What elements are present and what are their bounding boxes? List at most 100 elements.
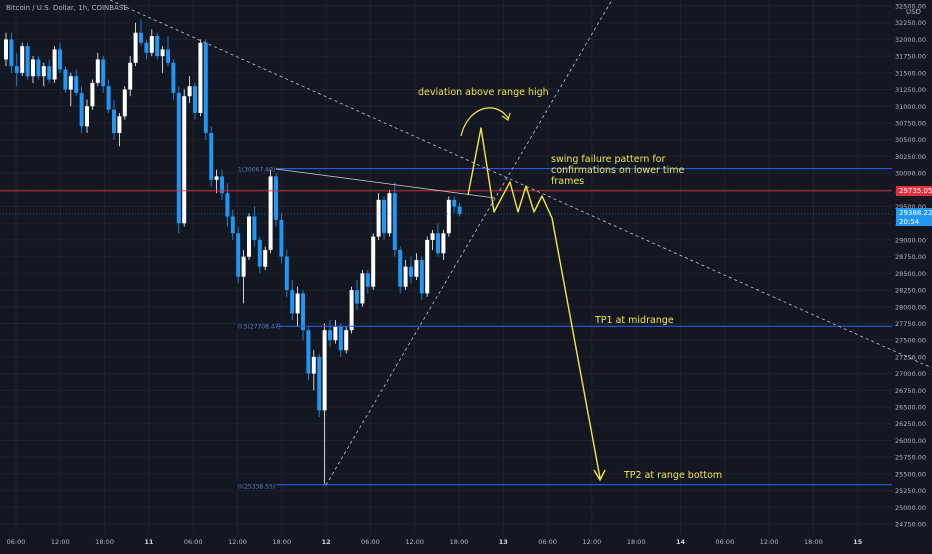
candle-body [187, 86, 192, 97]
candle [333, 320, 338, 344]
price-tick-label: 26750.00 [895, 387, 926, 395]
candle [274, 173, 278, 227]
candle [106, 79, 111, 113]
annotations: deviation above range high swing failure … [418, 87, 722, 482]
price-tick-label: 28500.00 [895, 270, 926, 278]
candle-body [365, 273, 370, 287]
candle-body [457, 206, 462, 215]
candle [279, 213, 284, 264]
candle [171, 59, 176, 100]
candle-body [193, 86, 197, 113]
price-tick-label: 30500.00 [895, 136, 926, 144]
candle [155, 32, 160, 60]
price-tick-label: 31000.00 [895, 103, 926, 111]
candle-body [14, 66, 19, 73]
time-tick-label: 14 [676, 538, 686, 546]
candle-body [52, 49, 57, 80]
candle-body [68, 76, 73, 90]
candle-body [220, 176, 224, 194]
price-tick-label: 27250.00 [895, 353, 926, 361]
price-tick-label: 30000.00 [895, 170, 926, 178]
candle-body [160, 49, 165, 57]
candle [403, 259, 408, 291]
candle-body [236, 233, 241, 277]
candle [236, 226, 241, 284]
annotation-sfp-2: confirmations on lower time [551, 165, 684, 176]
time-axis: 06:00 12:00 18:00 11 06:00 12:00 18:00 12 06:00 1… [7, 538, 863, 546]
candle-body [322, 330, 327, 411]
time-tick-label: 13 [499, 538, 508, 546]
candle [230, 209, 235, 240]
candle [301, 290, 305, 341]
last-price-red-badge: 29735.05 [896, 186, 932, 196]
candle [9, 32, 14, 73]
time-tick-label: 06:00 [184, 538, 203, 546]
candle [176, 86, 181, 234]
candle-body [414, 259, 419, 277]
price-tick-label: 30250.00 [895, 153, 926, 161]
time-tick-label: 12:00 [583, 538, 602, 546]
candle-body [452, 199, 457, 207]
candle-body [425, 239, 430, 294]
candle [225, 183, 230, 227]
price-tick-label: 32000.00 [895, 36, 926, 44]
candle [25, 42, 30, 80]
price-tick-label: 32500.00 [895, 3, 926, 11]
candle-body [371, 236, 376, 287]
candle-body [182, 96, 187, 224]
symbol-title: Bitcoin / U.S. Dollar, 1h, COINBASE [6, 4, 128, 12]
candle [409, 256, 413, 284]
candle-body [333, 326, 338, 341]
time-tick-label: 11 [144, 538, 154, 546]
last-price-blue-badge: 29388.22 20:54 [896, 208, 932, 226]
time-tick-label: 12 [322, 538, 331, 546]
candle [425, 236, 430, 297]
deviation-arrowhead [501, 112, 511, 121]
price-tick-label: 31250.00 [895, 86, 926, 94]
candle [436, 223, 440, 257]
currency-label[interactable]: USD [906, 8, 921, 16]
candle-body [355, 290, 359, 304]
candle-body [155, 36, 160, 57]
candle [90, 79, 95, 110]
candle-body [252, 216, 257, 240]
candle [398, 246, 403, 294]
time-tick-label: 18:00 [95, 538, 114, 546]
price-axis: 32500.00 32250.00 32000.00 31750.00 31500.00… [895, 3, 926, 529]
drawings: 1(30067.40) 0.5(27708.47) 0(25338.55) [0, 0, 932, 491]
candle [263, 246, 268, 271]
candle-body [112, 109, 116, 133]
candle-body [90, 82, 95, 107]
candle [160, 46, 165, 73]
candle [387, 189, 392, 237]
candle-body [9, 39, 14, 67]
tp2-arrowhead [593, 469, 606, 482]
candle-body [85, 106, 89, 127]
candle [144, 39, 149, 60]
candle [36, 56, 41, 80]
candle-body [344, 330, 349, 351]
candle [193, 82, 197, 120]
candle-body [41, 66, 46, 77]
current-price: 29388.22 [899, 209, 932, 217]
candle [74, 69, 79, 97]
candle [355, 280, 359, 311]
candle-body [403, 266, 408, 287]
candle [14, 52, 19, 87]
candle [203, 39, 208, 140]
candle-body [133, 32, 138, 63]
candle [365, 270, 370, 294]
candle-body [387, 193, 392, 234]
candle [122, 86, 127, 120]
candle [85, 99, 89, 133]
projected-path [467, 127, 601, 479]
candle-body [122, 89, 127, 117]
candle [198, 39, 203, 117]
time-tick-label: 06:00 [7, 538, 26, 546]
candle-body [247, 216, 251, 257]
candle [290, 280, 295, 321]
time-tick-label: 15 [853, 538, 863, 546]
bar-countdown: 20:54 [899, 218, 920, 226]
